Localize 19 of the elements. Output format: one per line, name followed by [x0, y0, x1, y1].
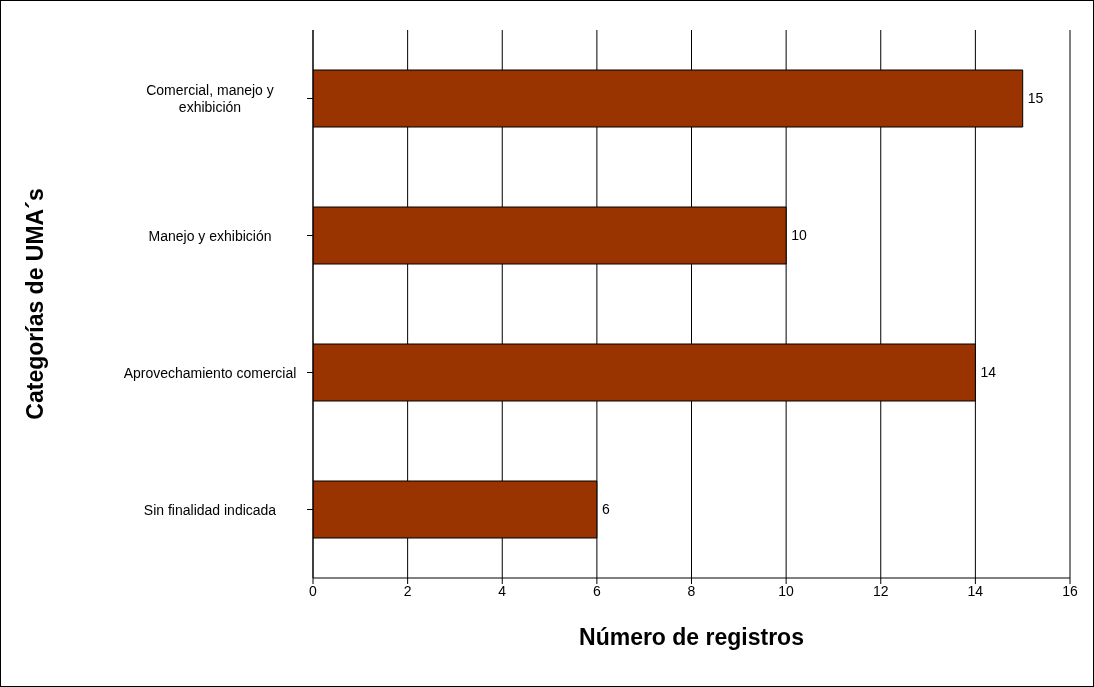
- x-axis-title: Número de registros: [579, 624, 804, 650]
- y-axis-title: Categorías de UMA´s: [22, 188, 49, 420]
- data-label: 15: [1027, 90, 1044, 107]
- x-tick-label: 10: [778, 582, 795, 599]
- y-tick-label: Aprovechamiento comercial: [123, 364, 297, 381]
- y-tick-label: Sin finalidad indicada: [143, 501, 277, 518]
- x-tick-label: 8: [687, 582, 696, 599]
- x-tick-label: 0: [309, 582, 318, 599]
- x-tick-label: 2: [403, 582, 412, 599]
- y-tick-label: Manejo y exhibición: [148, 227, 272, 244]
- x-tick-label: 14: [967, 582, 984, 599]
- y-tick-label: Comercial, manejo y exhibición: [146, 82, 274, 115]
- x-tick-label: 6: [592, 582, 601, 599]
- data-label: 6: [601, 501, 610, 518]
- data-label: 10: [791, 227, 807, 244]
- x-tick-label: 12: [872, 582, 889, 599]
- x-tick-label: 16: [1062, 582, 1078, 599]
- x-tick-label: 4: [498, 582, 507, 599]
- data-label: 14: [980, 364, 997, 381]
